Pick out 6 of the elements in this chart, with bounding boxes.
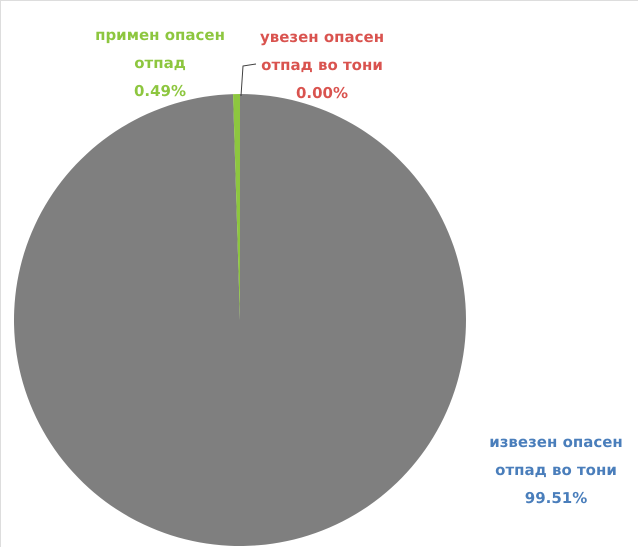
- slice-label: примен опасен отпад: [95, 26, 225, 72]
- data-label: 99.51%: [524, 489, 588, 507]
- slice-label: извезен опасен отпад во тони: [489, 433, 623, 479]
- category-label: увезен опасен отпад во тони: [260, 28, 384, 74]
- data-label: 0.49%: [134, 82, 186, 100]
- text: 0.00%: [296, 84, 348, 102]
